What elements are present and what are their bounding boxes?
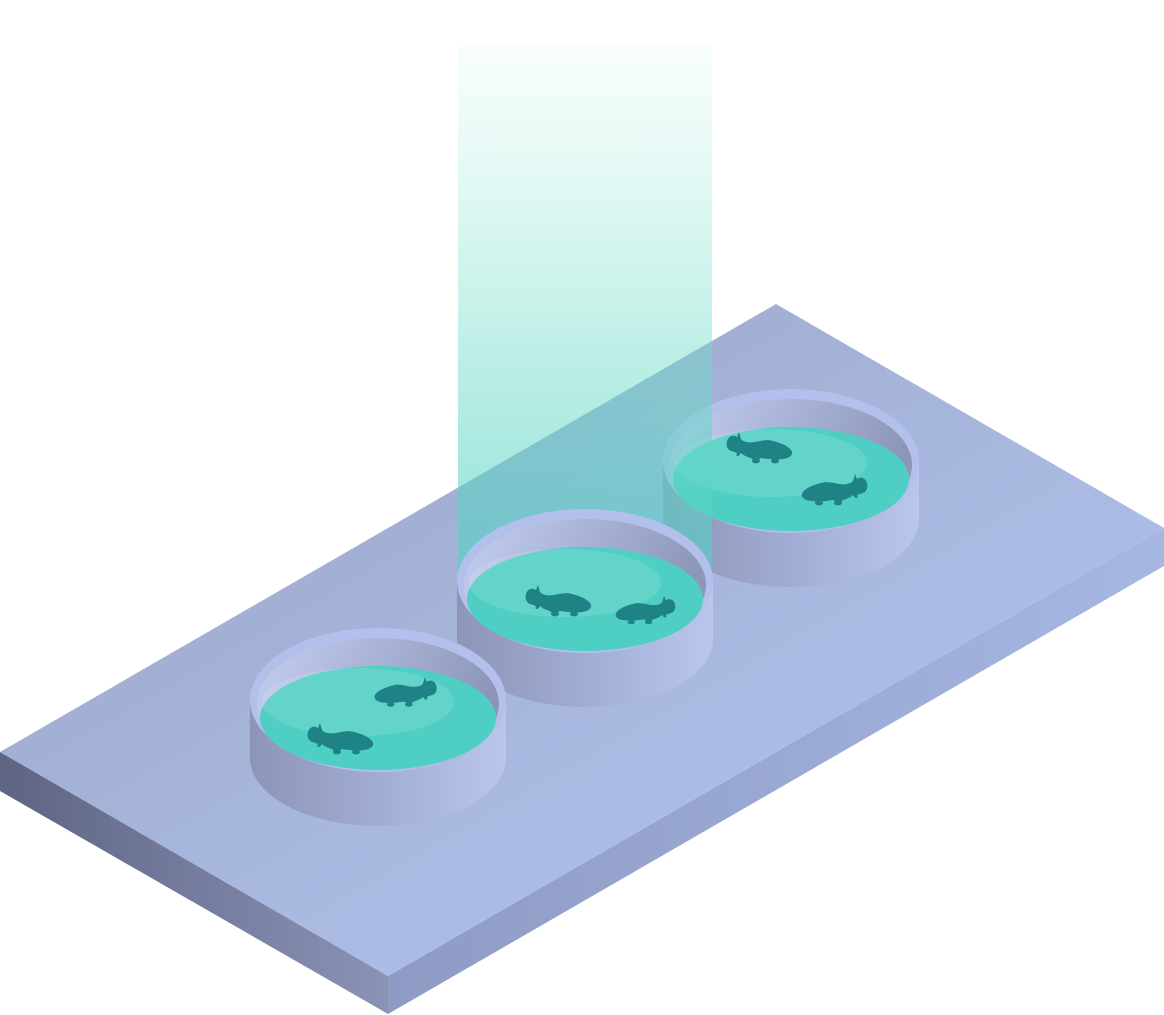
platform-right-side xyxy=(388,528,1164,1014)
light-beam xyxy=(458,46,712,590)
culture-medium xyxy=(673,427,909,531)
petri-dish-right xyxy=(663,389,919,587)
medium-highlight xyxy=(675,429,867,497)
petri-dish-center xyxy=(457,509,713,707)
medium-highlight xyxy=(469,549,661,617)
petri-dish-left xyxy=(250,628,506,826)
platform-left-side xyxy=(0,752,388,1014)
medium-highlight xyxy=(262,668,454,736)
